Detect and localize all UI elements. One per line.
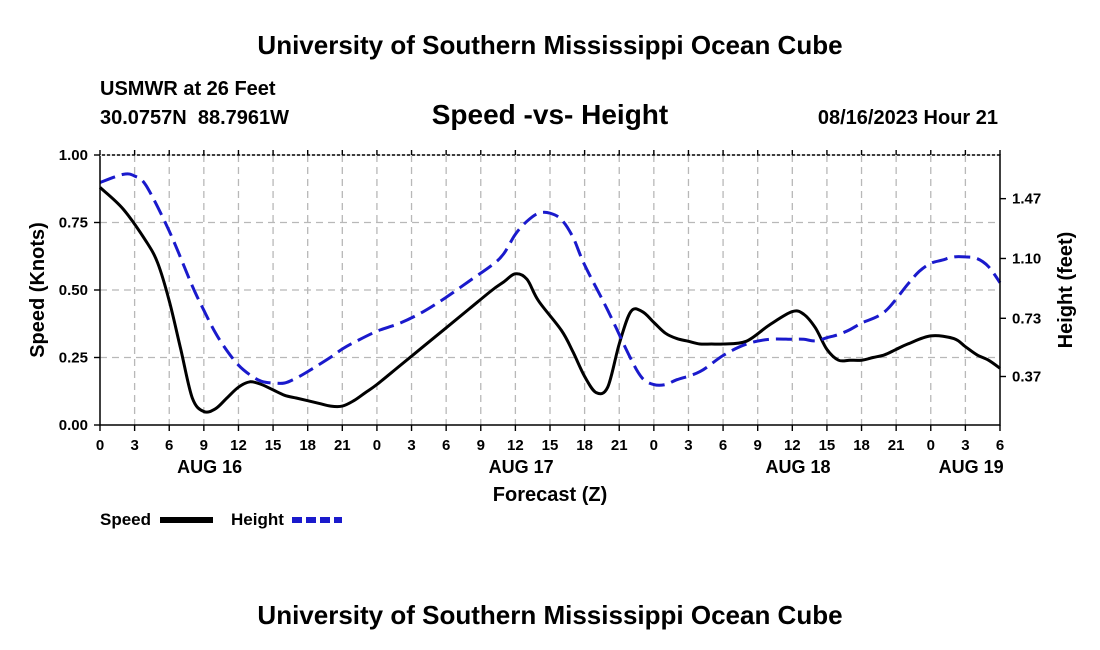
x-tick-label: 15 [819,437,836,454]
x-tick-label: 3 [961,437,969,454]
legend: Speed Height [100,510,342,529]
x-tick-label: 9 [477,437,485,454]
x-tick-label: 18 [299,437,316,454]
height-series-line [99,172,1002,387]
x-tick-label: 0 [373,437,381,454]
x-tick-label: 21 [334,437,351,454]
x-tick-label: 6 [719,437,727,454]
x-tick-label: 3 [130,437,138,454]
plot-series [98,172,1002,414]
x-tick-label: 12 [230,437,247,454]
y-tick-label: 0.75 [59,215,88,232]
legend-speed-label: Speed [100,510,151,529]
x-tick-label: 21 [611,437,628,454]
x-tick-label: 0 [96,437,104,454]
x-tick-label: 6 [442,437,450,454]
x-tick-label: 6 [996,437,1004,454]
y-tick-label: 0.50 [59,282,88,299]
x-day-label: AUG 19 [939,457,1004,477]
x-tick-label: 12 [784,437,801,454]
footer-title: University of Southern Mississippi Ocean… [257,600,842,630]
x-tick-label: 3 [684,437,692,454]
page-title: University of Southern Mississippi Ocean… [257,30,842,60]
axis-tick-labels: 0 3 6 9 12 15 18 21 0 3 6 9 12 15 18 21 0 3 6 9 12 15 18 21 0 3 6 0… [59,147,1041,477]
x-tick-label: 18 [853,437,870,454]
x-day-label: AUG 17 [489,457,554,477]
x-tick-label: 15 [265,437,282,454]
y-tick-label: 0.25 [59,350,88,367]
x-tick-label: 9 [200,437,208,454]
chart-title: Speed -vs- Height [432,99,668,130]
station-label: USMWR at 26 Feet [100,78,276,100]
y2-axis-title: Height (feet) [1055,232,1077,349]
x-tick-label: 9 [754,437,762,454]
forecast-datetime: 08/16/2023 Hour 21 [818,107,998,129]
x-tick-label: 0 [927,437,935,454]
y2-tick-label: 1.47 [1012,191,1041,208]
x-tick-label: 18 [576,437,593,454]
plot-grid [100,155,1000,425]
axis-ticks [94,150,1006,431]
y2-tick-label: 1.10 [1012,250,1041,267]
x-tick-label: 6 [165,437,173,454]
x-tick-label: 3 [407,437,415,454]
speed-series-line [98,186,1001,414]
y2-tick-label: 0.37 [1012,368,1041,385]
x-day-label: AUG 16 [177,457,242,477]
station-coordinates: 30.0757N 88.7961W [100,107,289,129]
y-axis-title: Speed (Knots) [27,222,49,358]
x-tick-label: 0 [650,437,658,454]
y2-tick-label: 0.73 [1012,310,1041,327]
x-axis-title: Forecast (Z) [493,484,607,506]
y-tick-label: 1.00 [59,147,88,164]
y-tick-label: 0.00 [59,417,88,434]
x-tick-label: 15 [542,437,559,454]
legend-height-label: Height [231,510,284,529]
x-day-label: AUG 18 [766,457,831,477]
x-tick-label: 12 [507,437,524,454]
x-tick-label: 21 [888,437,905,454]
